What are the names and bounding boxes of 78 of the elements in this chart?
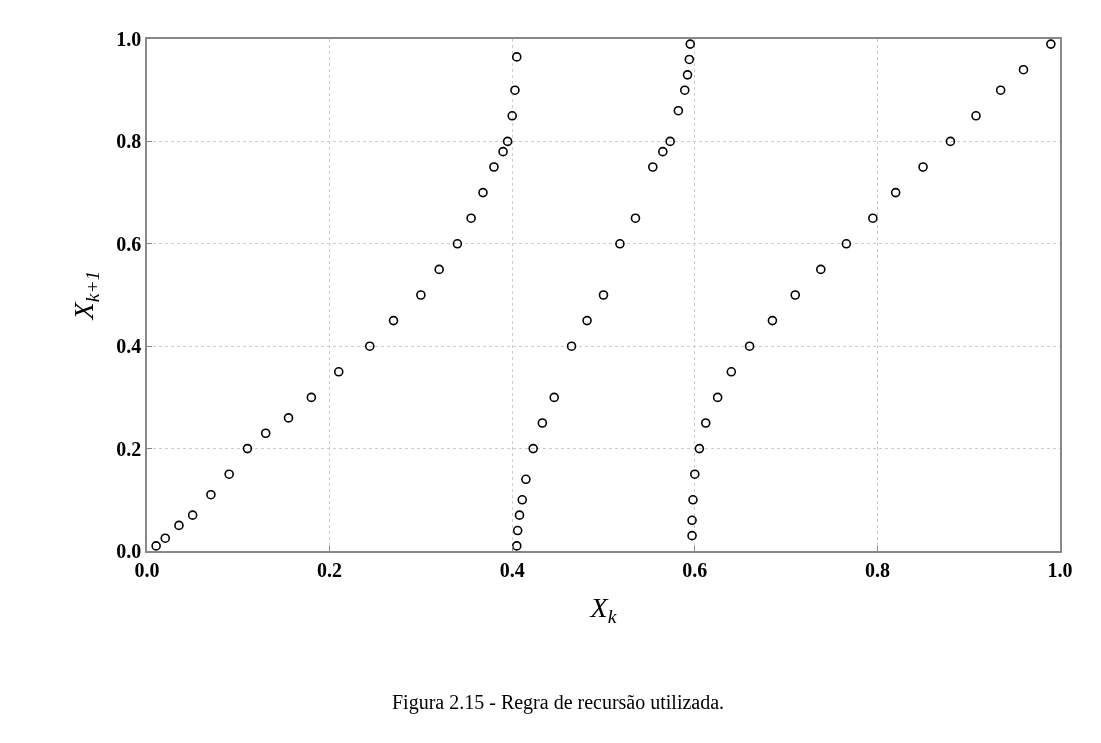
point: [694, 443, 705, 454]
point: [478, 187, 488, 198]
point: [890, 187, 901, 198]
point: [685, 39, 696, 49]
point: [174, 520, 184, 531]
point: [511, 52, 522, 62]
point: [945, 136, 956, 147]
point: [452, 239, 463, 249]
point: [333, 367, 344, 377]
point: [416, 290, 426, 300]
x-tick-label: 0.4: [499, 558, 525, 581]
point: [673, 105, 684, 116]
point: [388, 315, 399, 326]
point: [841, 239, 852, 249]
point: [700, 418, 711, 428]
point: [682, 70, 693, 80]
point: [1018, 64, 1029, 75]
point: [466, 213, 476, 223]
point: [160, 533, 171, 543]
point: [995, 85, 1006, 95]
x-axis-title: X$_{k}$: [589, 592, 617, 628]
point: [712, 392, 723, 403]
x-tick-label: 0.2: [317, 558, 343, 581]
x-tick-label: 1.0: [1047, 558, 1073, 581]
point: [679, 85, 690, 95]
point: [687, 515, 697, 526]
x-tick-label: 0.8: [864, 558, 890, 581]
point: [688, 495, 698, 505]
point: [630, 213, 641, 223]
y-tick-label: 0.6: [116, 232, 142, 255]
point: [517, 495, 528, 505]
point: [206, 489, 216, 500]
point: [434, 264, 444, 275]
point: [868, 213, 878, 223]
point: [510, 85, 520, 95]
point: [511, 541, 522, 551]
point: [790, 290, 801, 300]
point: [489, 162, 499, 172]
x-tick-label: 0.6: [682, 558, 708, 581]
point: [767, 315, 778, 326]
point: [507, 111, 517, 121]
point: [615, 239, 625, 249]
point: [306, 392, 317, 403]
y-tick-label: 1.0: [116, 28, 142, 50]
point: [187, 510, 198, 520]
point: [260, 428, 271, 439]
point: [502, 136, 513, 147]
point: [549, 392, 559, 403]
point: [815, 264, 826, 275]
point: [918, 162, 928, 172]
point: [528, 443, 538, 454]
point: [744, 341, 755, 351]
point: [971, 111, 981, 121]
y-tick-label: 0.4: [116, 335, 142, 358]
point: [1046, 39, 1056, 49]
point: [151, 541, 161, 551]
point: [224, 469, 234, 479]
point: [512, 525, 523, 536]
point: [364, 341, 375, 351]
point: [514, 510, 525, 520]
point: [665, 136, 675, 147]
text: Figura 2.15 - Regra de recursão utilizada.: [392, 691, 725, 714]
point: [598, 290, 609, 300]
y-tick-label: 0.2: [116, 437, 142, 460]
point: [690, 469, 700, 479]
point: [684, 54, 695, 65]
point: [521, 474, 531, 485]
point: [537, 418, 548, 428]
point: [658, 146, 668, 157]
point: [648, 162, 658, 172]
point: [498, 146, 508, 157]
y-tick-label: 0.8: [116, 130, 142, 153]
point: [726, 367, 737, 377]
point: [242, 443, 253, 454]
point: [687, 530, 697, 541]
point: [582, 315, 592, 326]
point: [283, 413, 294, 423]
point: [566, 341, 577, 351]
